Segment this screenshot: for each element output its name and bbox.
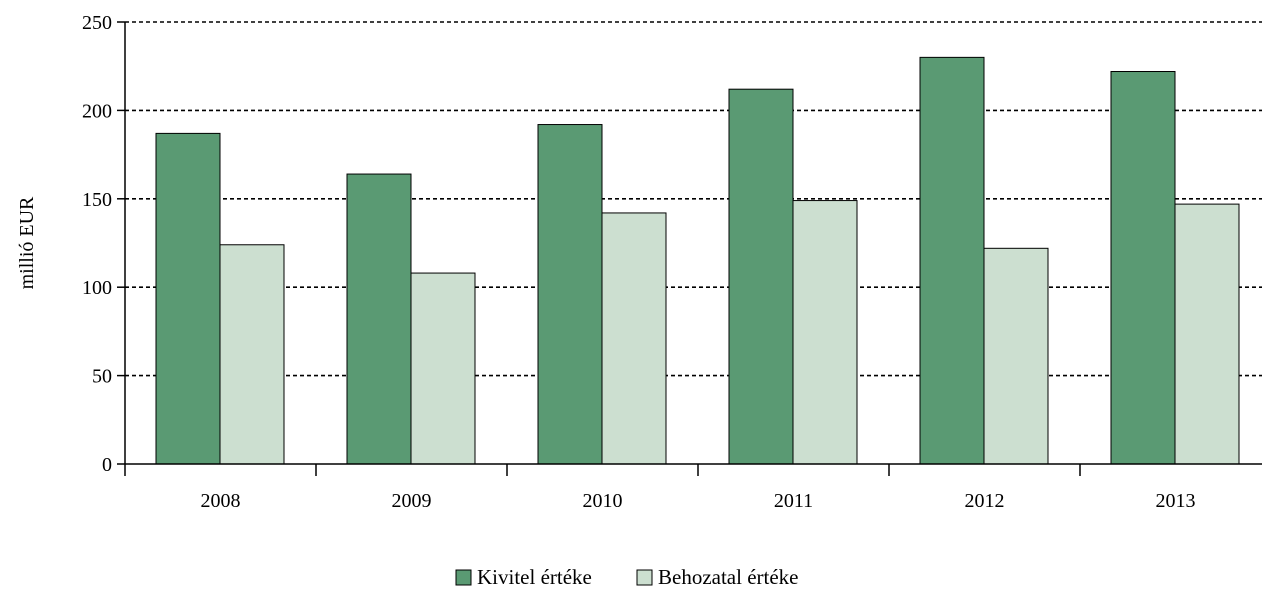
x-tick-label: 2008 <box>201 490 241 512</box>
x-tick-label: 2009 <box>392 490 432 512</box>
x-tick-label: 2013 <box>1156 490 1196 512</box>
bar <box>155 132 221 465</box>
x-tick-label: 2011 <box>774 490 813 512</box>
bars <box>155 56 1240 465</box>
y-tick-label: 250 <box>82 12 112 34</box>
bar <box>601 212 667 465</box>
bar <box>1174 203 1240 465</box>
bar <box>346 173 412 465</box>
bar <box>792 200 858 465</box>
legend-swatch <box>636 569 653 586</box>
legend: Kivitel értéke Behozatal értéke <box>455 565 799 589</box>
gridlines <box>125 21 1262 377</box>
y-axis-title: millió EUR <box>16 196 38 289</box>
y-tick-label: 0 <box>102 454 112 476</box>
x-tick-label: 2010 <box>583 490 623 512</box>
legend-label: Behozatal értéke <box>658 565 799 589</box>
axes: 0 50 100 150 200 250 2008 2009 2010 2011 2012 2013 <box>82 12 1262 512</box>
y-tick-label: 100 <box>82 277 112 299</box>
legend-label: Kivitel értéke <box>477 565 592 589</box>
y-tick-label: 150 <box>82 189 112 211</box>
bar <box>983 247 1049 465</box>
bar <box>537 124 603 465</box>
y-tick-label: 200 <box>82 100 112 122</box>
bar <box>1110 71 1176 465</box>
legend-swatch <box>455 569 472 586</box>
y-tick-label: 50 <box>92 366 112 388</box>
bar <box>219 244 285 465</box>
x-tick-label: 2012 <box>965 490 1005 512</box>
bar <box>919 56 985 465</box>
bar <box>410 272 476 465</box>
bar <box>728 88 794 465</box>
